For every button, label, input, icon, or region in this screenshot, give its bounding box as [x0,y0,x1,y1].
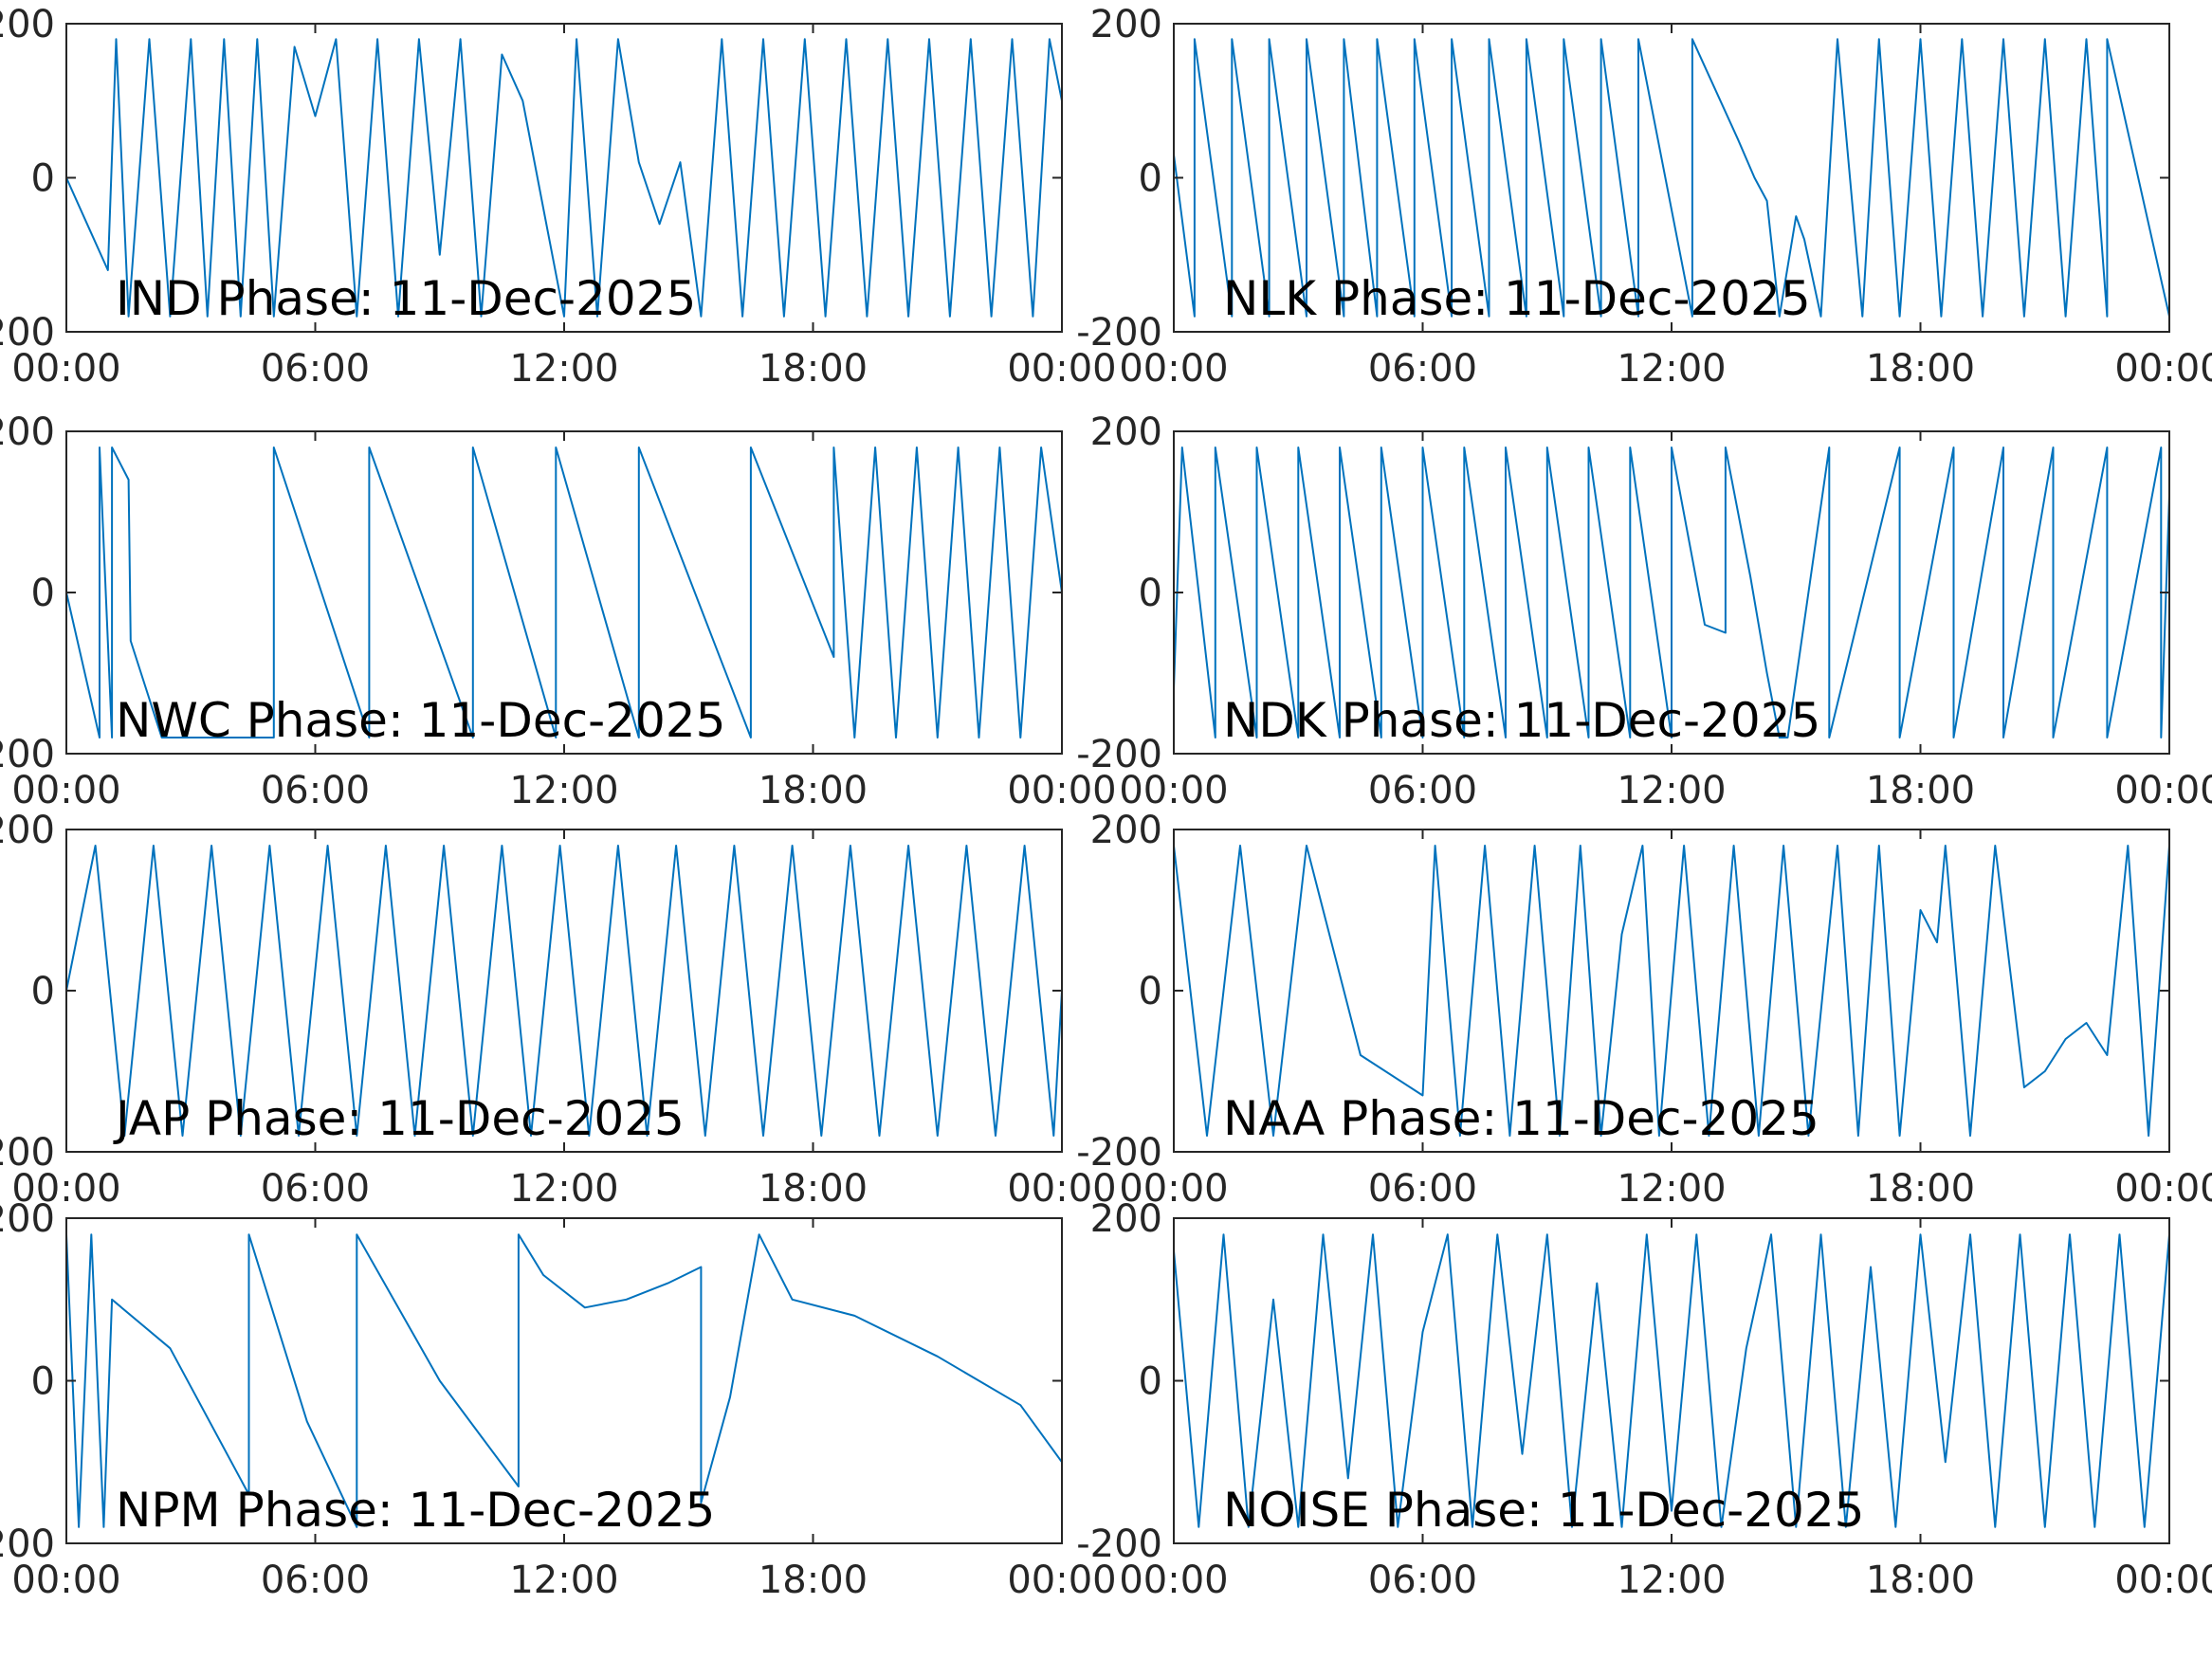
x-tick-label: 00:00 [1119,769,1228,812]
phase-trace [65,845,1063,1137]
y-tick-label: 200 [1090,1197,1162,1241]
x-tick-label: 12:00 [509,1559,618,1602]
phase-trace [65,1233,1063,1528]
x-tick-label: 12:00 [1617,1559,1726,1602]
panel-label: NWC Phase: 11-Dec-2025 [116,693,725,748]
y-tick-label: 200 [1090,809,1162,852]
y-tick-label: 0 [1139,157,1162,201]
x-tick-label: 00:00 [1007,1559,1116,1602]
x-tick-label: 12:00 [1617,1167,1726,1211]
x-tick-label: 18:00 [1866,347,1975,391]
x-tick-label: 06:00 [1368,1559,1477,1602]
x-tick-label: 00:00 [1119,1559,1228,1602]
panel-label: NOISE Phase: 11-Dec-2025 [1223,1483,1864,1538]
panel-label: NPM Phase: 11-Dec-2025 [116,1483,715,1538]
x-tick-label: 12:00 [1617,769,1726,812]
x-tick-label: 18:00 [759,347,868,391]
x-tick-label: 18:00 [1866,769,1975,812]
x-tick-label: 00:00 [2114,1167,2212,1211]
y-tick-label: -200 [0,311,55,355]
y-tick-label: 0 [31,157,55,201]
phase-trace [65,38,1063,318]
x-tick-label: 06:00 [261,1559,370,1602]
panel-label: IND Phase: 11-Dec-2025 [116,271,696,326]
x-tick-label: 12:00 [509,1167,618,1211]
x-tick-label: 06:00 [1368,1167,1477,1211]
x-tick-label: 00:00 [11,769,120,812]
y-tick-label: -200 [1076,733,1162,776]
phase-trace [65,447,1063,738]
y-tick-label: 0 [31,572,55,615]
phase-trace [1173,447,2170,738]
phase-trace [1173,1233,2170,1528]
x-tick-label: 06:00 [261,1167,370,1211]
y-tick-label: 200 [0,3,55,46]
y-tick-label: 200 [1090,410,1162,454]
panel-label: JAP Phase: 11-Dec-2025 [113,1091,685,1146]
x-tick-label: 00:00 [1007,1167,1116,1211]
x-tick-label: 00:00 [1119,1167,1228,1211]
x-tick-label: 06:00 [1368,769,1477,812]
x-tick-label: 00:00 [1007,769,1116,812]
y-tick-label: -200 [1076,1522,1162,1566]
x-tick-label: 18:00 [1866,1167,1975,1211]
x-tick-label: 18:00 [759,1559,868,1602]
x-tick-label: 18:00 [759,1167,868,1211]
y-tick-label: -200 [0,1131,55,1175]
y-tick-label: -200 [0,1522,55,1566]
y-tick-label: 0 [1139,1360,1162,1404]
x-tick-label: 06:00 [1368,347,1477,391]
y-tick-label: 0 [1139,572,1162,615]
y-tick-label: 0 [31,970,55,1013]
x-tick-label: 00:00 [11,347,120,391]
x-tick-label: 06:00 [261,769,370,812]
x-tick-label: 18:00 [1866,1559,1975,1602]
phase-trace [1173,38,2170,318]
x-tick-label: 00:00 [1007,347,1116,391]
x-tick-label: 12:00 [509,769,618,812]
x-tick-label: 00:00 [2114,769,2212,812]
y-tick-label: -200 [1076,1131,1162,1175]
x-tick-label: 12:00 [1617,347,1726,391]
x-tick-label: 12:00 [509,347,618,391]
y-tick-label: 200 [0,1197,55,1241]
x-tick-label: 18:00 [759,769,868,812]
y-tick-label: 200 [0,809,55,852]
x-tick-label: 00:00 [11,1559,120,1602]
x-tick-label: 00:00 [2114,347,2212,391]
x-tick-label: 00:00 [2114,1559,2212,1602]
y-tick-label: -200 [0,733,55,776]
x-tick-label: 06:00 [261,347,370,391]
panel-label: NLK Phase: 11-Dec-2025 [1223,271,1811,326]
y-tick-label: 200 [0,410,55,454]
x-tick-label: 00:00 [1119,347,1228,391]
y-tick-label: -200 [1076,311,1162,355]
panel-label: NDK Phase: 11-Dec-2025 [1223,693,1820,748]
y-tick-label: 0 [31,1360,55,1404]
panel-label: NAA Phase: 11-Dec-2025 [1223,1091,1819,1146]
phase-trace [1173,845,2170,1137]
y-tick-label: 0 [1139,970,1162,1013]
y-tick-label: 200 [1090,3,1162,46]
x-tick-label: 00:00 [11,1167,120,1211]
